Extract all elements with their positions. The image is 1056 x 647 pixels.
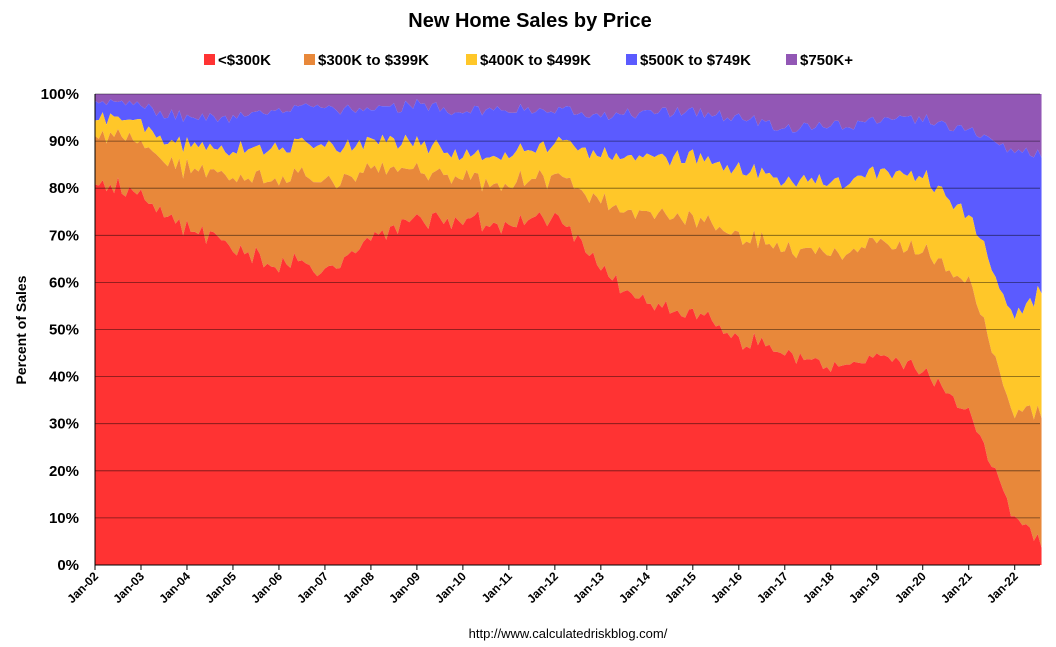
legend: <$300K $300K to $399K $400K to $499K $500K … [204,52,853,69]
y-tick-label: 50% [49,322,79,339]
legend-swatch [466,54,477,65]
x-axis: Jan-02 Jan-03 Jan-04 Jan-05 Jan-06 Jan-07 Jan-… [64,564,1040,606]
x-tick-label: Jan-06 [248,569,285,606]
x-tick-label: Jan-08 [340,569,377,606]
x-tick-label: Jan-18 [800,569,837,606]
source-url: http://www.calculatedriskblog.com/ [469,626,668,641]
y-tick-label: 0% [57,557,79,574]
legend-item: <$300K [204,52,271,69]
y-tick-label: 70% [49,227,79,244]
x-tick-label: Jan-16 [708,569,745,606]
x-tick-label: Jan-13 [570,569,607,606]
legend-label: $400K to $499K [480,52,591,69]
x-tick-label: Jan-15 [662,569,699,606]
legend-swatch [786,54,797,65]
x-tick-label: Jan-19 [846,569,883,606]
area-series [95,129,1042,548]
y-tick-label: 80% [49,180,79,197]
legend-swatch [304,54,315,65]
area-series [95,94,1042,158]
x-tick-label: Jan-09 [386,569,423,606]
x-tick-label: Jan-17 [754,569,791,606]
y-axis: 0% 10% 20% 30% 40% 50% 60% 70% 80% 90% 100% [41,86,96,574]
legend-label: $500K to $749K [640,52,751,69]
y-tick-label: 10% [49,510,79,527]
y-tick-label: 60% [49,274,79,291]
legend-item: $750K+ [786,52,853,69]
legend-label: $300K to $399K [318,52,429,69]
y-tick-label: 20% [49,463,79,480]
legend-item: $300K to $399K [304,52,429,69]
y-tick-label: 30% [49,416,79,433]
x-tick-label: Jan-07 [294,569,331,606]
y-tick-label: 100% [41,86,79,103]
x-tick-label: Jan-03 [110,569,147,606]
gridlines [95,93,1040,519]
x-tick-label: Jan-02 [64,569,101,606]
area-series [95,99,1042,320]
y-axis-label: Percent of Sales [13,275,29,384]
legend-swatch [626,54,637,65]
x-tick-label: Jan-22 [984,569,1021,606]
x-tick-label: Jan-04 [156,569,193,606]
x-tick-label: Jan-05 [202,569,239,606]
x-tick-label: Jan-21 [938,569,975,606]
legend-item: $400K to $499K [466,52,591,69]
legend-label: <$300K [218,52,271,69]
y-tick-label: 90% [49,133,79,150]
x-tick-label: Jan-12 [524,569,561,606]
x-tick-label: Jan-11 [479,569,516,606]
x-tick-label: Jan-10 [432,569,469,606]
x-tick-label: Jan-14 [616,569,653,606]
area-series [95,112,1042,420]
area-series [95,177,1042,565]
legend-item: $500K to $749K [626,52,751,69]
legend-label: $750K+ [800,52,853,69]
legend-swatch [204,54,215,65]
x-tick-label: Jan-20 [892,569,929,606]
chart-title: New Home Sales by Price [408,10,651,32]
plot-areas [95,94,1042,565]
y-tick-label: 40% [49,369,79,386]
